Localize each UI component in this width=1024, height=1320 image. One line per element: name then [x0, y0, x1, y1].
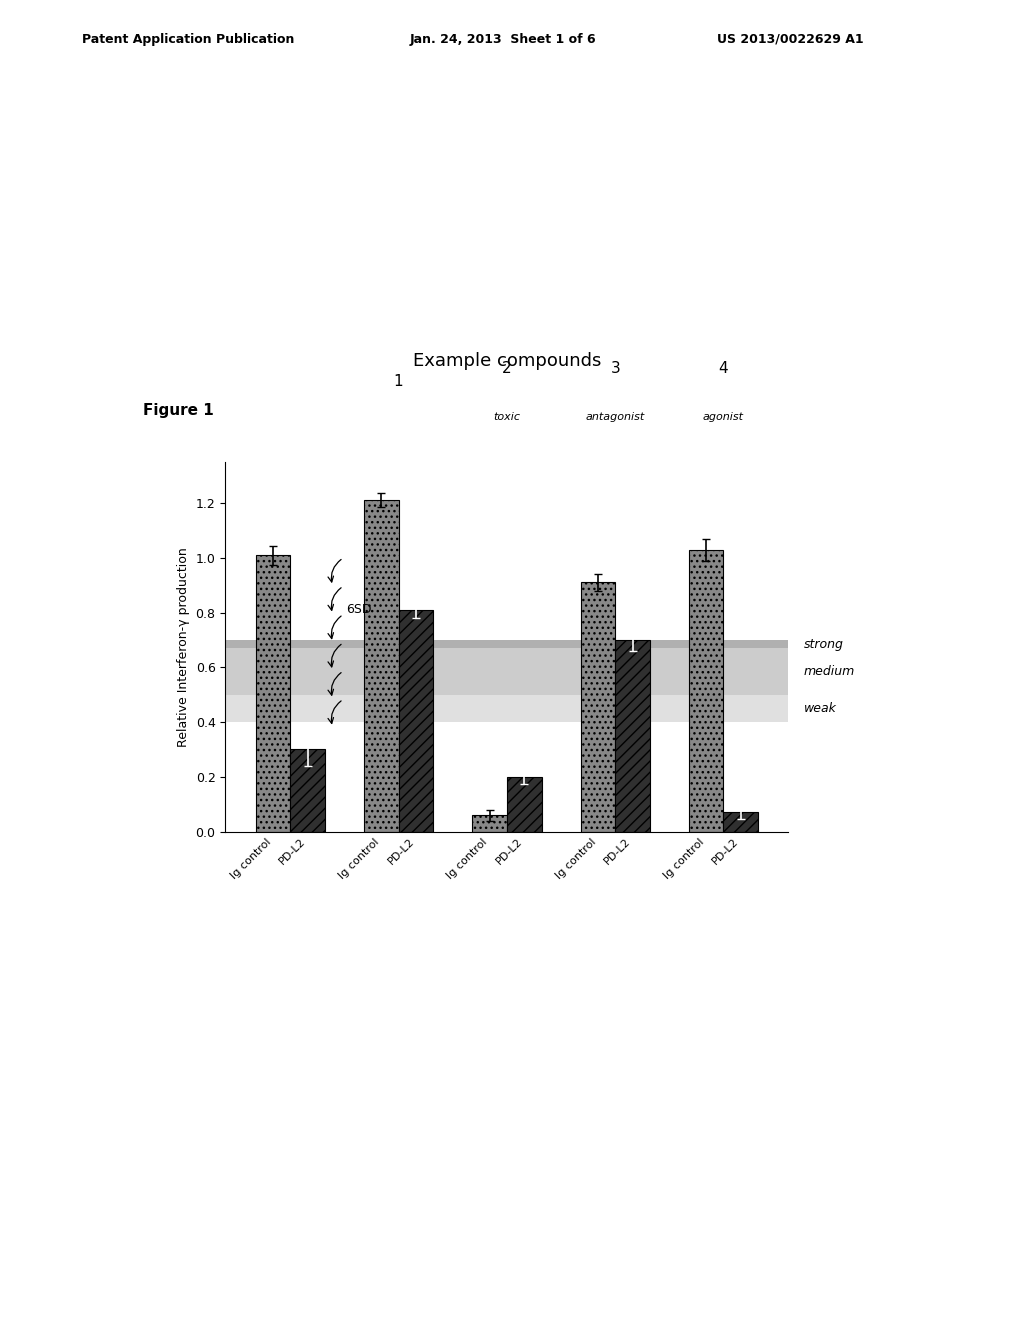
Text: 1: 1 [394, 375, 403, 389]
Text: US 2013/0022629 A1: US 2013/0022629 A1 [717, 33, 863, 46]
Text: 2: 2 [502, 362, 512, 376]
Bar [225, 648, 788, 694]
Bar [290, 750, 325, 832]
Bar [507, 777, 542, 832]
Bar [225, 640, 788, 648]
Bar [689, 549, 724, 832]
Bar [256, 556, 290, 832]
Bar [398, 610, 433, 832]
Text: Figure 1: Figure 1 [143, 403, 214, 417]
Text: Jan. 24, 2013  Sheet 1 of 6: Jan. 24, 2013 Sheet 1 of 6 [410, 33, 596, 46]
Text: weak: weak [804, 702, 837, 715]
Text: 6SD: 6SD [346, 603, 372, 616]
Text: Example compounds: Example compounds [413, 351, 601, 370]
Bar [472, 816, 507, 832]
Bar [225, 694, 788, 722]
Text: agonist: agonist [703, 412, 744, 422]
Bar [581, 582, 615, 832]
Bar [364, 500, 398, 832]
Text: medium: medium [804, 665, 855, 678]
Text: toxic: toxic [494, 412, 520, 422]
Text: 4: 4 [719, 362, 728, 376]
Text: antagonist: antagonist [586, 412, 645, 422]
Text: Patent Application Publication: Patent Application Publication [82, 33, 294, 46]
Y-axis label: Relative Interferon-γ production: Relative Interferon-γ production [177, 546, 190, 747]
Bar [615, 640, 650, 832]
Bar [724, 812, 758, 832]
Text: 3: 3 [610, 362, 621, 376]
Text: strong: strong [804, 638, 844, 651]
